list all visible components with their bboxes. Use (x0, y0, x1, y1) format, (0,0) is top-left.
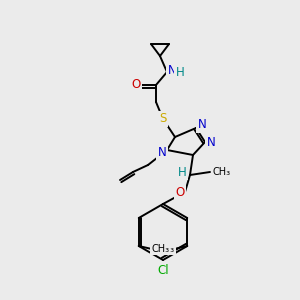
Text: Cl: Cl (157, 263, 169, 277)
Text: N: N (198, 118, 206, 131)
Text: S: S (159, 112, 167, 125)
Text: H: H (176, 67, 184, 80)
Text: CH₃: CH₃ (151, 244, 169, 254)
Text: CH₃: CH₃ (213, 167, 231, 177)
Text: H: H (178, 166, 186, 178)
Text: O: O (176, 185, 184, 199)
Text: N: N (207, 136, 215, 148)
Text: CH₃: CH₃ (157, 244, 175, 254)
Text: N: N (158, 146, 166, 160)
Text: N: N (168, 64, 176, 76)
Text: O: O (131, 79, 141, 92)
